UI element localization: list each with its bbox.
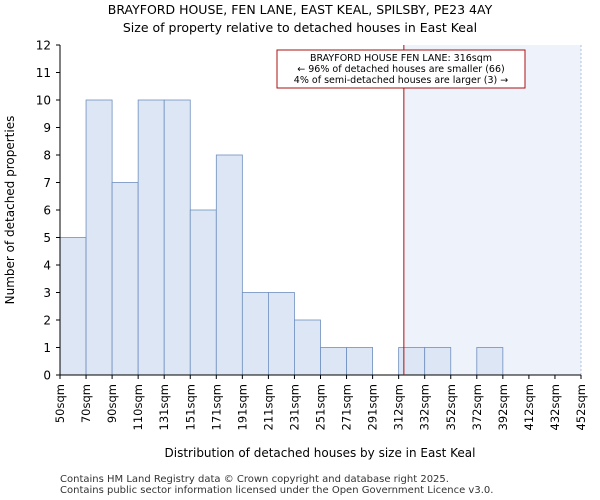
annotation-line: ← 96% of detached houses are smaller (66… <box>297 64 504 75</box>
y-tick-label: 2 <box>43 314 51 328</box>
bar-131sqm <box>163 99 191 376</box>
x-tick-label: 291sqm <box>366 384 380 430</box>
bar-211sqm <box>267 292 295 376</box>
x-tick-label: 312sqm <box>392 384 406 430</box>
annotation-line: BRAYFORD HOUSE FEN LANE: 316sqm <box>310 53 492 64</box>
x-tick-label: 131sqm <box>157 384 171 430</box>
larger-region-shade <box>403 45 581 375</box>
x-tick-label: 251sqm <box>314 384 328 430</box>
y-tick-label: 7 <box>43 176 51 190</box>
chart-title: BRAYFORD HOUSE, FEN LANE, EAST KEAL, SPI… <box>107 2 493 17</box>
x-tick-label: 110sqm <box>131 384 145 430</box>
x-tick-label: 191sqm <box>235 384 249 430</box>
x-tick-label: 171sqm <box>209 384 223 430</box>
x-tick-label: 151sqm <box>183 384 197 430</box>
y-tick-label: 4 <box>43 259 51 273</box>
y-tick-label: 11 <box>36 66 51 80</box>
bar-231sqm <box>294 319 321 376</box>
bar-70sqm <box>85 99 113 376</box>
x-axis-label: Distribution of detached houses by size … <box>165 446 476 460</box>
x-tick-label: 211sqm <box>261 384 275 430</box>
x-tick-label: 332sqm <box>418 384 432 430</box>
x-tick-label: 70sqm <box>79 384 93 423</box>
x-tick-label: 271sqm <box>340 384 354 430</box>
bar-271sqm <box>346 347 373 376</box>
bar-251sqm <box>320 347 347 376</box>
x-tick-label: 412sqm <box>522 384 536 430</box>
annotation-line: 4% of semi-detached houses are larger (3… <box>294 75 508 86</box>
bar-372sqm <box>476 347 504 376</box>
y-axis-label: Number of detached properties <box>3 116 17 305</box>
chart-subtitle: Size of property relative to detached ho… <box>122 20 478 35</box>
y-tick-label: 10 <box>36 94 51 108</box>
bar-110sqm <box>137 99 165 376</box>
x-tick-label: 432sqm <box>548 384 562 430</box>
footer-licence: Contains public sector information licen… <box>60 485 494 496</box>
y-tick-label: 1 <box>43 341 51 355</box>
y-tick-label: 6 <box>43 204 51 218</box>
x-tick-label: 392sqm <box>496 384 510 430</box>
bar-191sqm <box>241 292 269 376</box>
y-tick-label: 12 <box>36 39 51 53</box>
y-tick-label: 9 <box>43 121 51 135</box>
y-tick-label: 8 <box>43 149 51 163</box>
bar-50sqm <box>59 237 87 376</box>
bar-171sqm <box>215 154 243 376</box>
bar-332sqm <box>424 347 452 376</box>
x-tick-label: 452sqm <box>574 384 588 430</box>
x-tick-label: 90sqm <box>105 384 119 423</box>
y-tick-label: 0 <box>43 369 51 383</box>
x-tick-label: 231sqm <box>287 384 301 430</box>
x-tick-label: 352sqm <box>444 384 458 430</box>
footer-copyright: Contains HM Land Registry data © Crown c… <box>60 474 449 485</box>
y-tick-label: 5 <box>43 231 51 245</box>
annotation-box <box>276 49 526 89</box>
x-tick-label: 372sqm <box>470 384 484 430</box>
x-tick-label: 50sqm <box>53 384 67 423</box>
bar-90sqm <box>111 182 139 376</box>
bar-151sqm <box>189 209 217 376</box>
y-tick-label: 3 <box>43 286 51 300</box>
bar-312sqm <box>398 347 426 376</box>
